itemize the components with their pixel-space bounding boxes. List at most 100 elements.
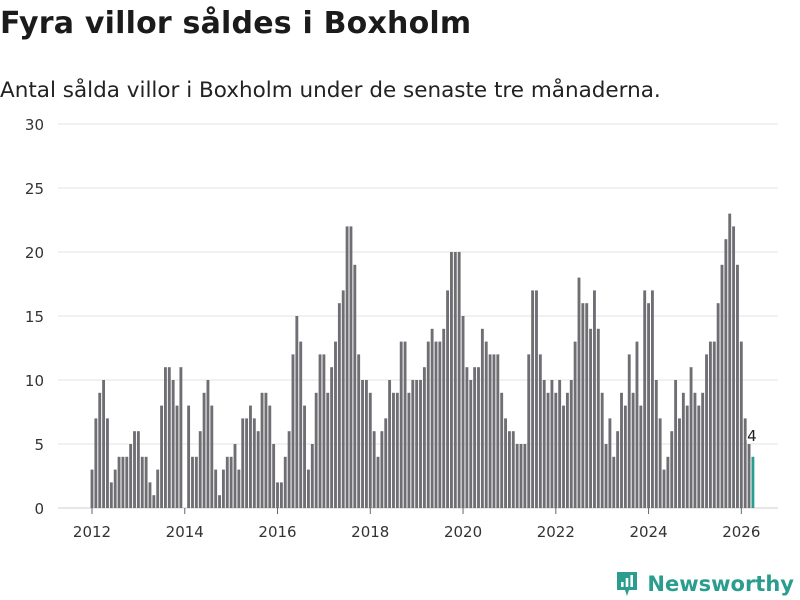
bar [403, 341, 407, 508]
bar [519, 444, 523, 508]
bar [361, 380, 364, 508]
bar [573, 341, 577, 508]
bar [90, 469, 94, 508]
bar [164, 367, 167, 508]
bar [736, 264, 739, 508]
bar [569, 380, 573, 508]
bar [643, 290, 647, 508]
bar [658, 418, 662, 508]
bar [527, 354, 531, 508]
bar [681, 392, 685, 508]
bar [712, 341, 716, 508]
bar [276, 482, 279, 508]
bar [380, 431, 384, 508]
bar [98, 392, 102, 508]
bar [407, 392, 411, 508]
bar [233, 444, 237, 508]
bar [670, 431, 674, 508]
bar [546, 392, 550, 508]
bar [604, 444, 608, 508]
y-tick-label: 20 [25, 244, 44, 262]
bar [117, 456, 121, 508]
bar [678, 418, 681, 508]
y-tick-label: 10 [25, 372, 44, 390]
bar [616, 431, 620, 508]
bar [593, 290, 596, 508]
bar [210, 405, 214, 508]
y-tick-label: 30 [25, 116, 44, 134]
bar [554, 392, 558, 508]
bar [345, 226, 349, 508]
bar [426, 341, 430, 508]
bar [384, 418, 388, 508]
bar [500, 392, 504, 508]
bar [94, 418, 98, 508]
bar [295, 316, 299, 508]
bar [739, 341, 743, 508]
bar [450, 252, 453, 508]
newsworthy-icon [617, 572, 638, 596]
bar [353, 264, 357, 508]
bar [438, 341, 442, 508]
bar [422, 367, 426, 508]
bar [724, 239, 728, 508]
bar [473, 367, 477, 508]
bar [152, 495, 156, 508]
bar [523, 444, 527, 508]
bar [650, 290, 654, 508]
bar [229, 456, 233, 508]
bar [453, 252, 457, 508]
bar [272, 444, 276, 508]
x-tick-label: 2022 [537, 523, 575, 541]
bar [310, 444, 314, 508]
bar [179, 367, 183, 508]
bar [156, 469, 160, 508]
bar [507, 431, 511, 508]
bar [225, 456, 229, 508]
bar [140, 456, 144, 508]
bar [511, 431, 515, 508]
bar [446, 290, 450, 508]
bar [585, 303, 589, 508]
bar [395, 392, 399, 508]
y-tick-label: 0 [34, 500, 44, 518]
bar [600, 392, 604, 508]
bar [218, 495, 221, 508]
bar [191, 456, 194, 508]
bar [647, 303, 650, 508]
bar [538, 354, 542, 508]
bar [287, 431, 291, 508]
bar [635, 341, 639, 508]
bar [102, 380, 106, 508]
highlight-bar [751, 456, 755, 508]
newsworthy-logo: Newsworthy [615, 570, 794, 598]
bar [136, 431, 140, 508]
chart-subtitle: Antal sålda villor i Boxholm under de se… [0, 78, 661, 103]
bar [608, 418, 612, 508]
bar [461, 316, 465, 508]
bar [504, 418, 507, 508]
bar [747, 444, 751, 508]
bar [113, 469, 117, 508]
bar [372, 431, 376, 508]
bar [535, 290, 538, 508]
y-tick-label: 15 [25, 308, 44, 326]
bar [581, 303, 585, 508]
bar [388, 380, 392, 508]
bar [542, 380, 546, 508]
bar [171, 380, 175, 508]
bar [326, 392, 330, 508]
bar [237, 469, 241, 508]
bar [256, 431, 260, 508]
bar [241, 418, 245, 508]
bar [303, 405, 307, 508]
bar [318, 354, 322, 508]
bar [430, 328, 434, 508]
bar [558, 380, 562, 508]
bar [291, 354, 295, 508]
bar [106, 418, 109, 508]
bar [577, 277, 581, 508]
x-tick-label: 2020 [444, 523, 482, 541]
bar [160, 405, 164, 508]
